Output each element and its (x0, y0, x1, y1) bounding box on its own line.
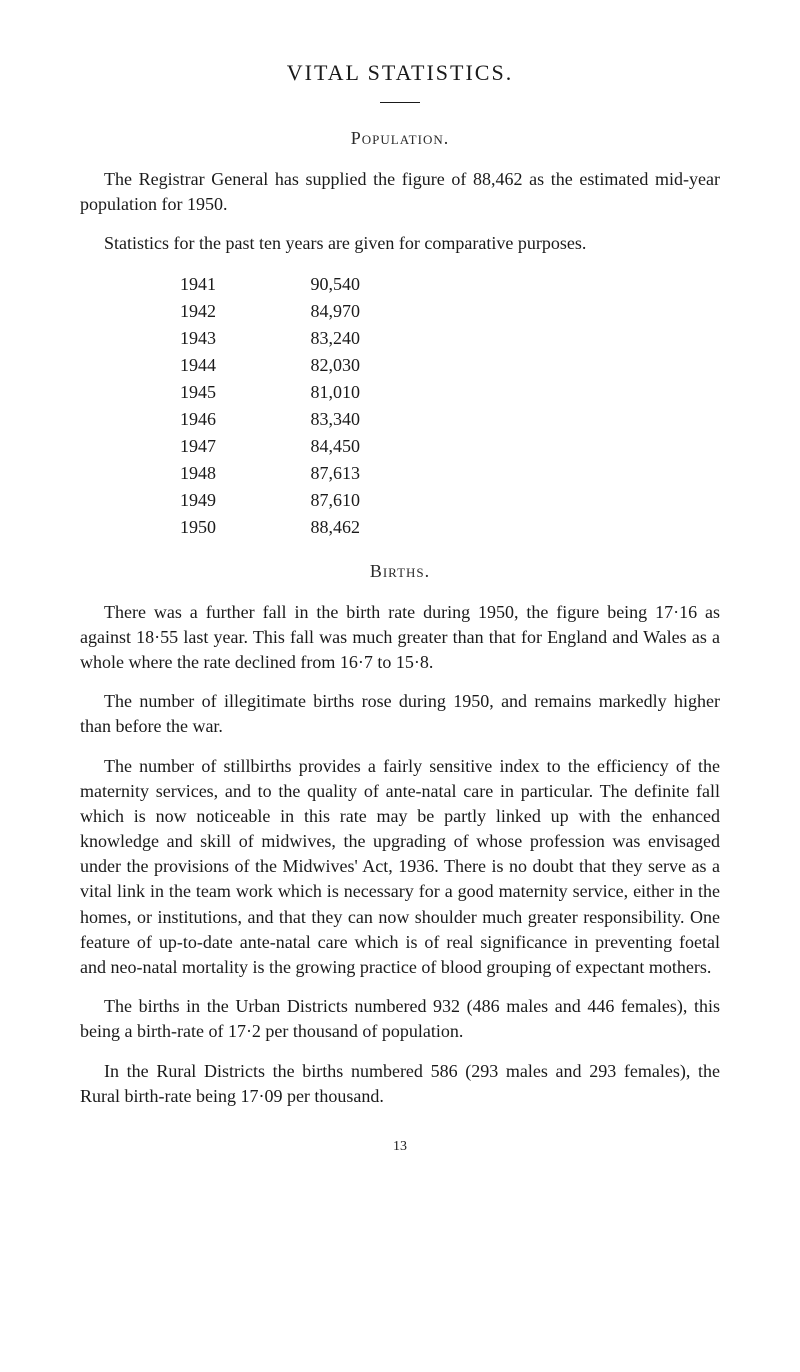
year-cell: 1942 (80, 298, 220, 325)
table-row: 1943 83,240 (80, 325, 720, 352)
births-para-4: The births in the Urban Districts number… (80, 994, 720, 1044)
page-number: 13 (80, 1139, 720, 1155)
table-row: 1948 87,613 (80, 460, 720, 487)
page-title: VITAL STATISTICS. (80, 60, 720, 86)
population-heading: Population. (80, 128, 720, 149)
table-row: 1949 87,610 (80, 487, 720, 514)
year-cell: 1948 (80, 460, 220, 487)
value-cell: 82,030 (220, 352, 400, 379)
year-cell: 1949 (80, 487, 220, 514)
value-cell: 87,610 (220, 487, 400, 514)
title-underline (80, 90, 720, 108)
value-cell: 90,540 (220, 271, 400, 298)
population-para-1: The Registrar General has supplied the f… (80, 167, 720, 217)
year-cell: 1941 (80, 271, 220, 298)
value-cell: 88,462 (220, 514, 400, 541)
table-row: 1946 83,340 (80, 406, 720, 433)
births-para-1: There was a further fall in the birth ra… (80, 600, 720, 676)
table-row: 1941 90,540 (80, 271, 720, 298)
births-para-5: In the Rural Districts the births number… (80, 1059, 720, 1109)
year-cell: 1943 (80, 325, 220, 352)
births-heading: Births. (80, 561, 720, 582)
year-cell: 1950 (80, 514, 220, 541)
table-row: 1944 82,030 (80, 352, 720, 379)
value-cell: 84,970 (220, 298, 400, 325)
value-cell: 87,613 (220, 460, 400, 487)
births-para-3: The number of stillbirths provides a fai… (80, 754, 720, 981)
table-row: 1942 84,970 (80, 298, 720, 325)
table-row: 1947 84,450 (80, 433, 720, 460)
population-para-2: Statistics for the past ten years are gi… (80, 231, 720, 256)
births-para-2: The number of illegitimate births rose d… (80, 689, 720, 739)
value-cell: 84,450 (220, 433, 400, 460)
year-cell: 1946 (80, 406, 220, 433)
population-table: 1941 90,540 1942 84,970 1943 83,240 1944… (80, 271, 720, 541)
year-cell: 1947 (80, 433, 220, 460)
year-cell: 1944 (80, 352, 220, 379)
value-cell: 83,340 (220, 406, 400, 433)
value-cell: 81,010 (220, 379, 400, 406)
table-row: 1950 88,462 (80, 514, 720, 541)
year-cell: 1945 (80, 379, 220, 406)
value-cell: 83,240 (220, 325, 400, 352)
table-row: 1945 81,010 (80, 379, 720, 406)
